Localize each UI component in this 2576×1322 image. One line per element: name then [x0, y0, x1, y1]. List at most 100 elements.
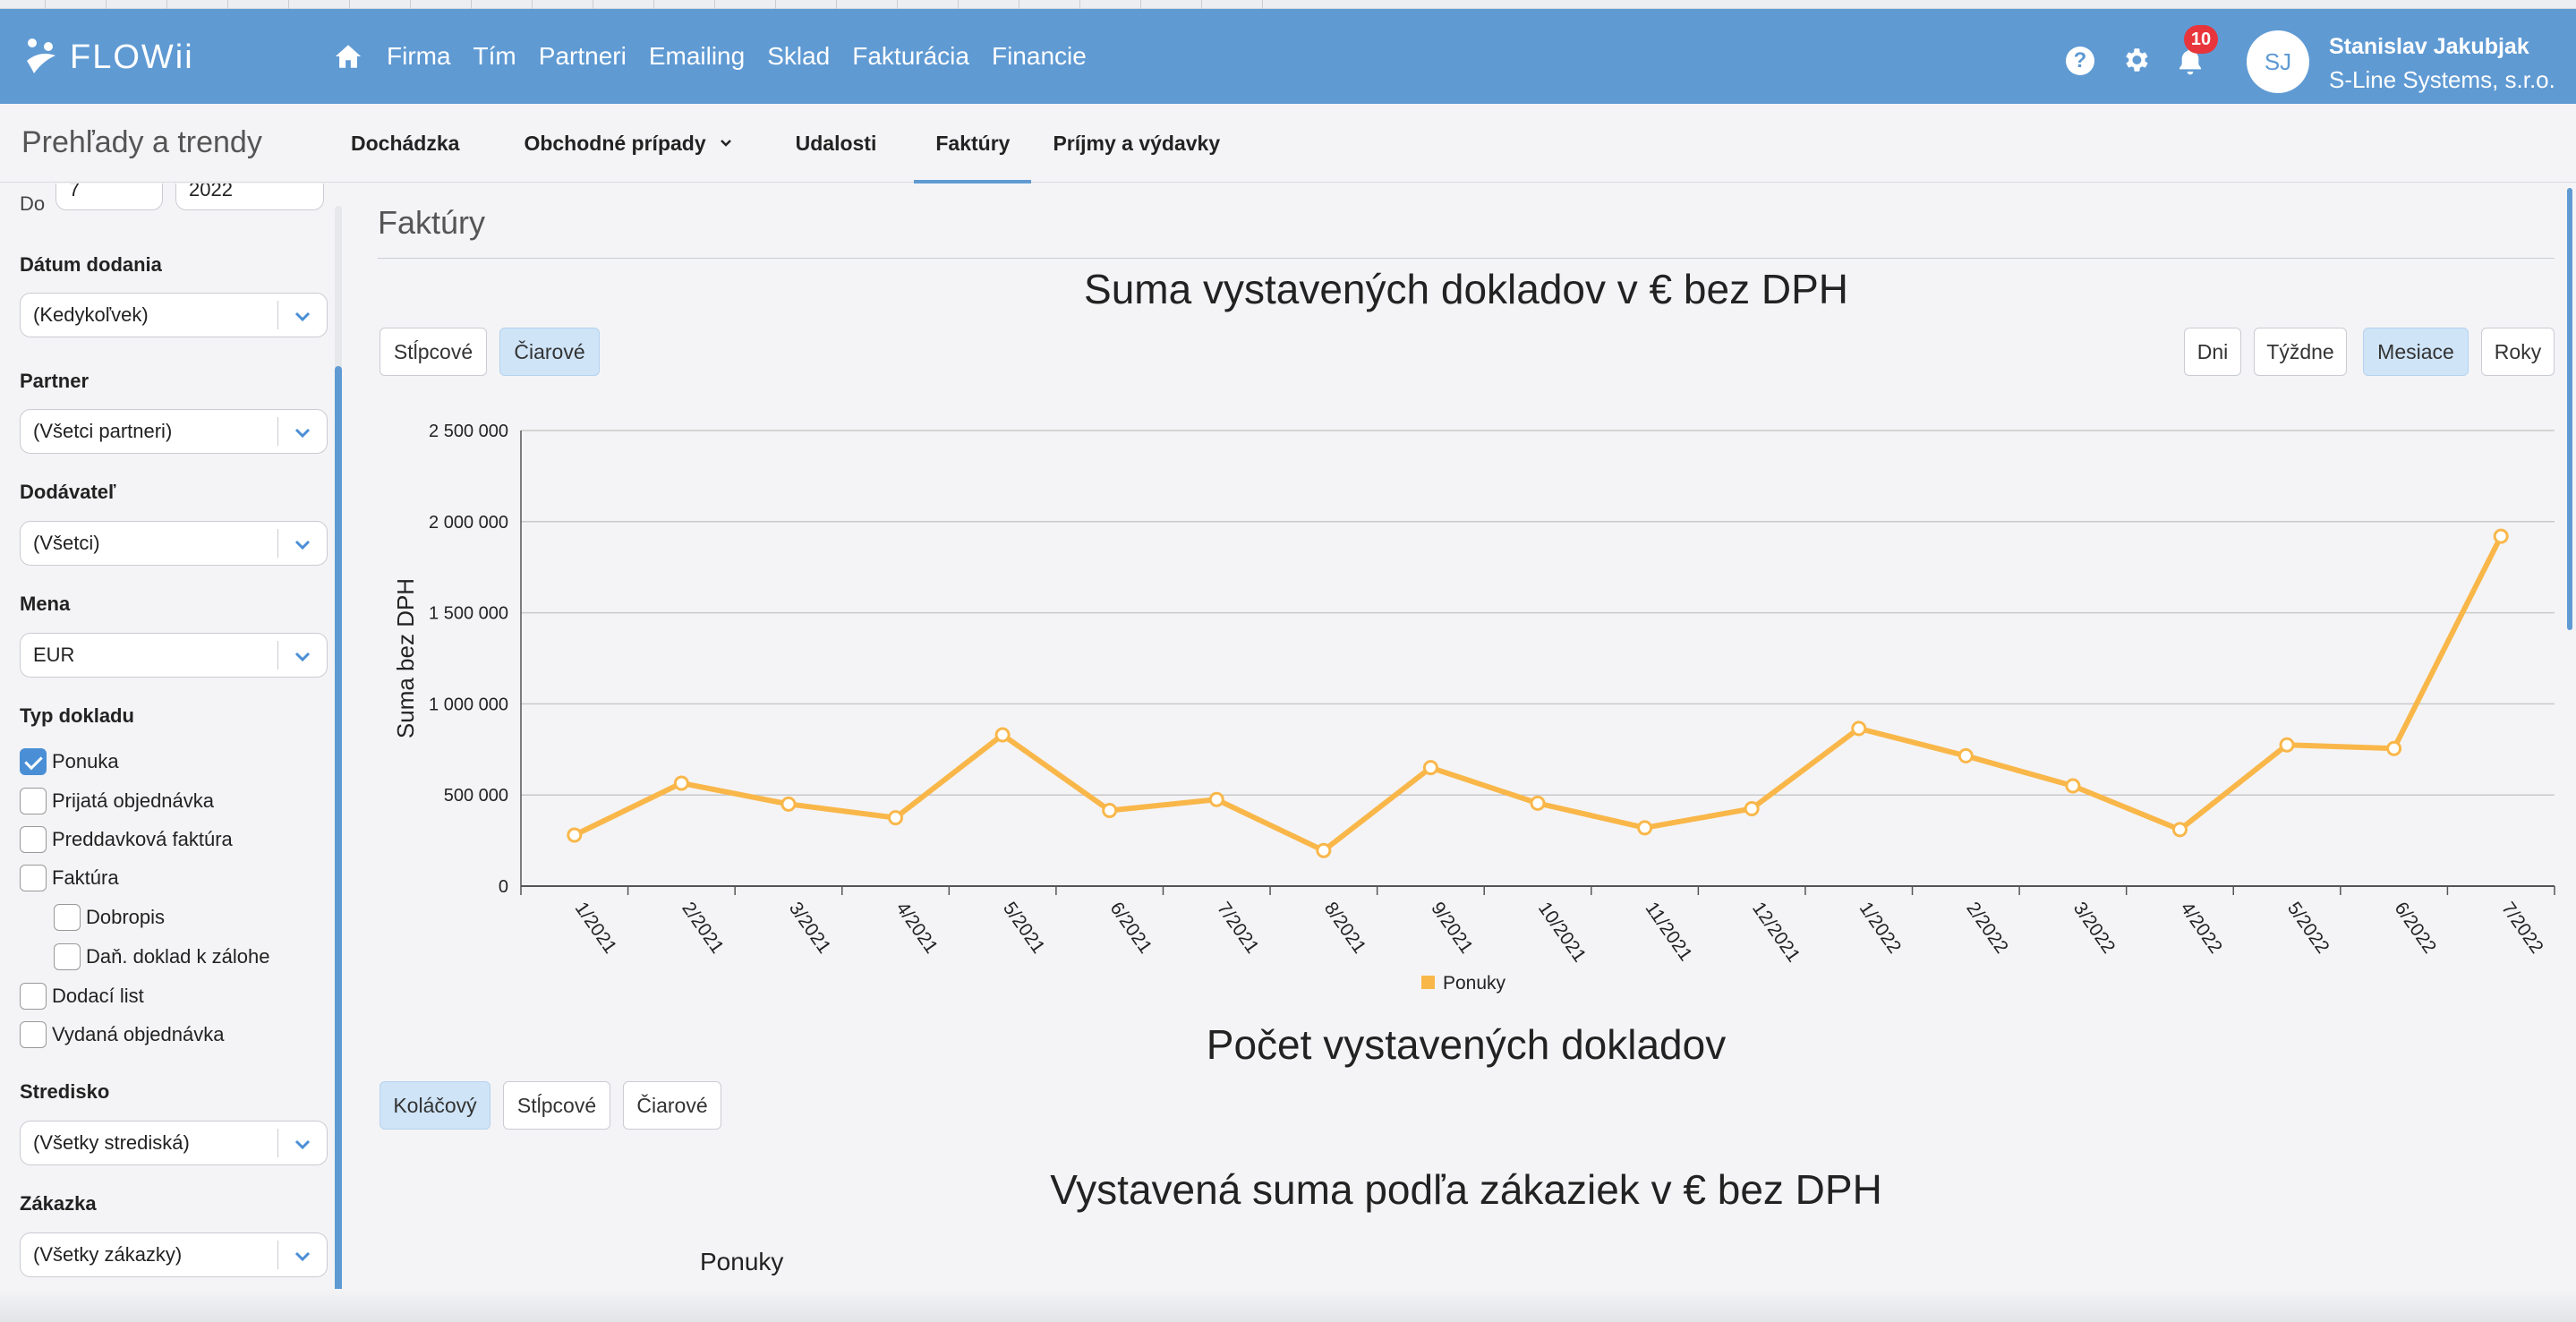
- x-tick-label: 10/2021: [1534, 899, 1590, 966]
- data-point: [1530, 795, 1546, 811]
- y-axis-label: Suma bez DPH: [392, 578, 419, 738]
- checkbox-preddavkova-faktura[interactable]: Preddavková faktúra: [20, 826, 233, 853]
- zakazka-select[interactable]: (Všetky zákazky): [20, 1232, 328, 1277]
- user-company[interactable]: S-Line Systems, s.r.o.: [2329, 66, 2555, 93]
- avatar[interactable]: SJ: [2247, 30, 2309, 93]
- nav-partneri[interactable]: Partneri: [538, 42, 627, 70]
- period-months-button[interactable]: Mesiace: [2363, 328, 2469, 376]
- data-point: [1208, 791, 1224, 807]
- logo[interactable]: FLOWii: [21, 34, 194, 81]
- data-point: [888, 810, 904, 826]
- x-tick-label: 8/2021: [1320, 899, 1370, 958]
- section-title: Faktúry: [378, 204, 486, 241]
- data-point: [994, 727, 1011, 743]
- select-value: 7: [69, 183, 81, 200]
- checkbox-prijata-objednavka[interactable]: Prijatá objednávka: [20, 788, 214, 815]
- checkbox-label: Daň. doklad k zálohe: [86, 945, 270, 968]
- data-point: [2065, 778, 2081, 794]
- select-value: (Všetci): [33, 532, 100, 554]
- x-tick-label: 2/2021: [678, 899, 728, 958]
- nav-sklad[interactable]: Sklad: [767, 42, 831, 70]
- chevron-down-icon: [294, 311, 311, 322]
- data-point: [1422, 760, 1438, 776]
- nav-emailing[interactable]: Emailing: [648, 42, 746, 70]
- bell-icon[interactable]: [2176, 45, 2205, 77]
- period-years-button[interactable]: Roky: [2481, 328, 2555, 376]
- date-to-month-select[interactable]: 7: [55, 183, 163, 210]
- checkbox-label: Dobropis: [86, 906, 166, 928]
- checkbox-box[interactable]: [20, 865, 47, 891]
- period-weeks-button[interactable]: Týždne: [2254, 328, 2347, 376]
- x-tick-label: 3/2022: [2069, 899, 2120, 958]
- tab-dochadzka[interactable]: Dochádzka: [329, 104, 481, 183]
- partner-select[interactable]: (Všetci partneri): [20, 409, 328, 454]
- data-point: [1851, 721, 1867, 737]
- data-point: [1958, 747, 1974, 763]
- nav-fakturacia[interactable]: Fakturácia: [852, 42, 969, 70]
- filter-label-zakazka: Zákazka: [20, 1192, 97, 1215]
- checkbox-faktura[interactable]: Faktúra: [20, 865, 119, 891]
- checkbox-dan-doklad-k-zalohe[interactable]: Daň. doklad k zálohe: [54, 943, 269, 970]
- checkbox-label: Faktúra: [52, 866, 119, 889]
- checkbox-label: Prijatá objednávka: [52, 789, 215, 812]
- checkbox-vydana-objednavka[interactable]: Vydaná objednávka: [20, 1021, 224, 1048]
- filter-sidebar: Do 7 2022 Dátum dodania (Kedykoľvek) Par…: [0, 183, 347, 1322]
- period-days-button[interactable]: Dni: [2184, 328, 2241, 376]
- checkbox-label: Preddavková faktúra: [52, 828, 233, 850]
- tab-udalosti[interactable]: Udalosti: [774, 104, 899, 183]
- user-name[interactable]: Stanislav Jakubjak: [2329, 34, 2529, 59]
- legend-swatch: [1421, 976, 1435, 989]
- main-scrollbar-thumb[interactable]: [2567, 188, 2572, 630]
- tab-prijmy-a-vydavky[interactable]: Príjmy a výdavky: [1031, 104, 1241, 183]
- checkbox-box[interactable]: [54, 943, 81, 970]
- checkbox-box[interactable]: [20, 748, 47, 775]
- tab-obchodne-pripady[interactable]: Obchodné prípady: [502, 104, 754, 183]
- filter-label-mena: Mena: [20, 593, 71, 615]
- checkbox-dodaci-list[interactable]: Dodací list: [20, 983, 144, 1010]
- x-tick-label: 2/2022: [1962, 899, 2012, 958]
- checkbox-box[interactable]: [20, 826, 47, 853]
- checkbox-ponuka[interactable]: Ponuka: [20, 748, 119, 775]
- x-tick-label: 5/2021: [999, 899, 1049, 958]
- checkbox-dobropis[interactable]: Dobropis: [54, 904, 165, 931]
- y-tick-label: 2 500 000: [429, 422, 508, 441]
- date-to-label: Do: [20, 192, 46, 215]
- legend-label: Ponuky: [1443, 973, 1506, 994]
- logo-text: FLOWii: [70, 38, 194, 76]
- tab-label: Obchodné prípady: [524, 131, 706, 155]
- data-point: [567, 827, 583, 843]
- chart1-bar-button[interactable]: Stĺpcové: [380, 328, 487, 376]
- chart2-line-button[interactable]: Čiarové: [623, 1081, 721, 1130]
- checkbox-box[interactable]: [20, 788, 47, 815]
- x-tick-label: 1/2021: [571, 899, 621, 958]
- checkbox-box[interactable]: [20, 983, 47, 1010]
- chart2-pie-button[interactable]: Koláčový: [380, 1081, 490, 1130]
- stredisko-select[interactable]: (Všetky strediská): [20, 1121, 328, 1165]
- select-value: EUR: [33, 644, 75, 666]
- home-icon[interactable]: [333, 41, 363, 72]
- help-icon[interactable]: ?: [2066, 47, 2094, 75]
- data-point: [1316, 842, 1332, 858]
- x-tick-label: 7/2022: [2497, 899, 2547, 958]
- nav-firma[interactable]: Firma: [387, 42, 451, 70]
- top-strip: [0, 0, 2576, 9]
- dodavatel-select[interactable]: (Všetci): [20, 521, 328, 566]
- chart1-title: Suma vystavených dokladov v € bez DPH: [1084, 266, 1848, 312]
- chevron-down-icon: [720, 140, 731, 147]
- checkbox-box[interactable]: [54, 904, 81, 931]
- checkbox-box[interactable]: [20, 1021, 47, 1048]
- chart1-line-button[interactable]: Čiarové: [499, 328, 600, 376]
- select-value: 2022: [189, 183, 233, 200]
- gear-icon[interactable]: [2120, 45, 2151, 75]
- sidebar-scrollbar-thumb[interactable]: [335, 366, 342, 1299]
- mena-select[interactable]: EUR: [20, 633, 328, 678]
- nav-financie[interactable]: Financie: [991, 42, 1087, 70]
- date-to-year-select[interactable]: 2022: [175, 183, 324, 210]
- tab-faktury[interactable]: Faktúry: [914, 104, 1032, 183]
- datum-dodania-select[interactable]: (Kedykoľvek): [20, 293, 328, 337]
- data-point: [2279, 737, 2295, 753]
- filter-label-typ-dokladu: Typ dokladu: [20, 704, 134, 727]
- nav-tim[interactable]: Tím: [473, 42, 516, 70]
- chart2-bar-button[interactable]: Stĺpcové: [503, 1081, 610, 1130]
- bottom-edge: [0, 1289, 2576, 1322]
